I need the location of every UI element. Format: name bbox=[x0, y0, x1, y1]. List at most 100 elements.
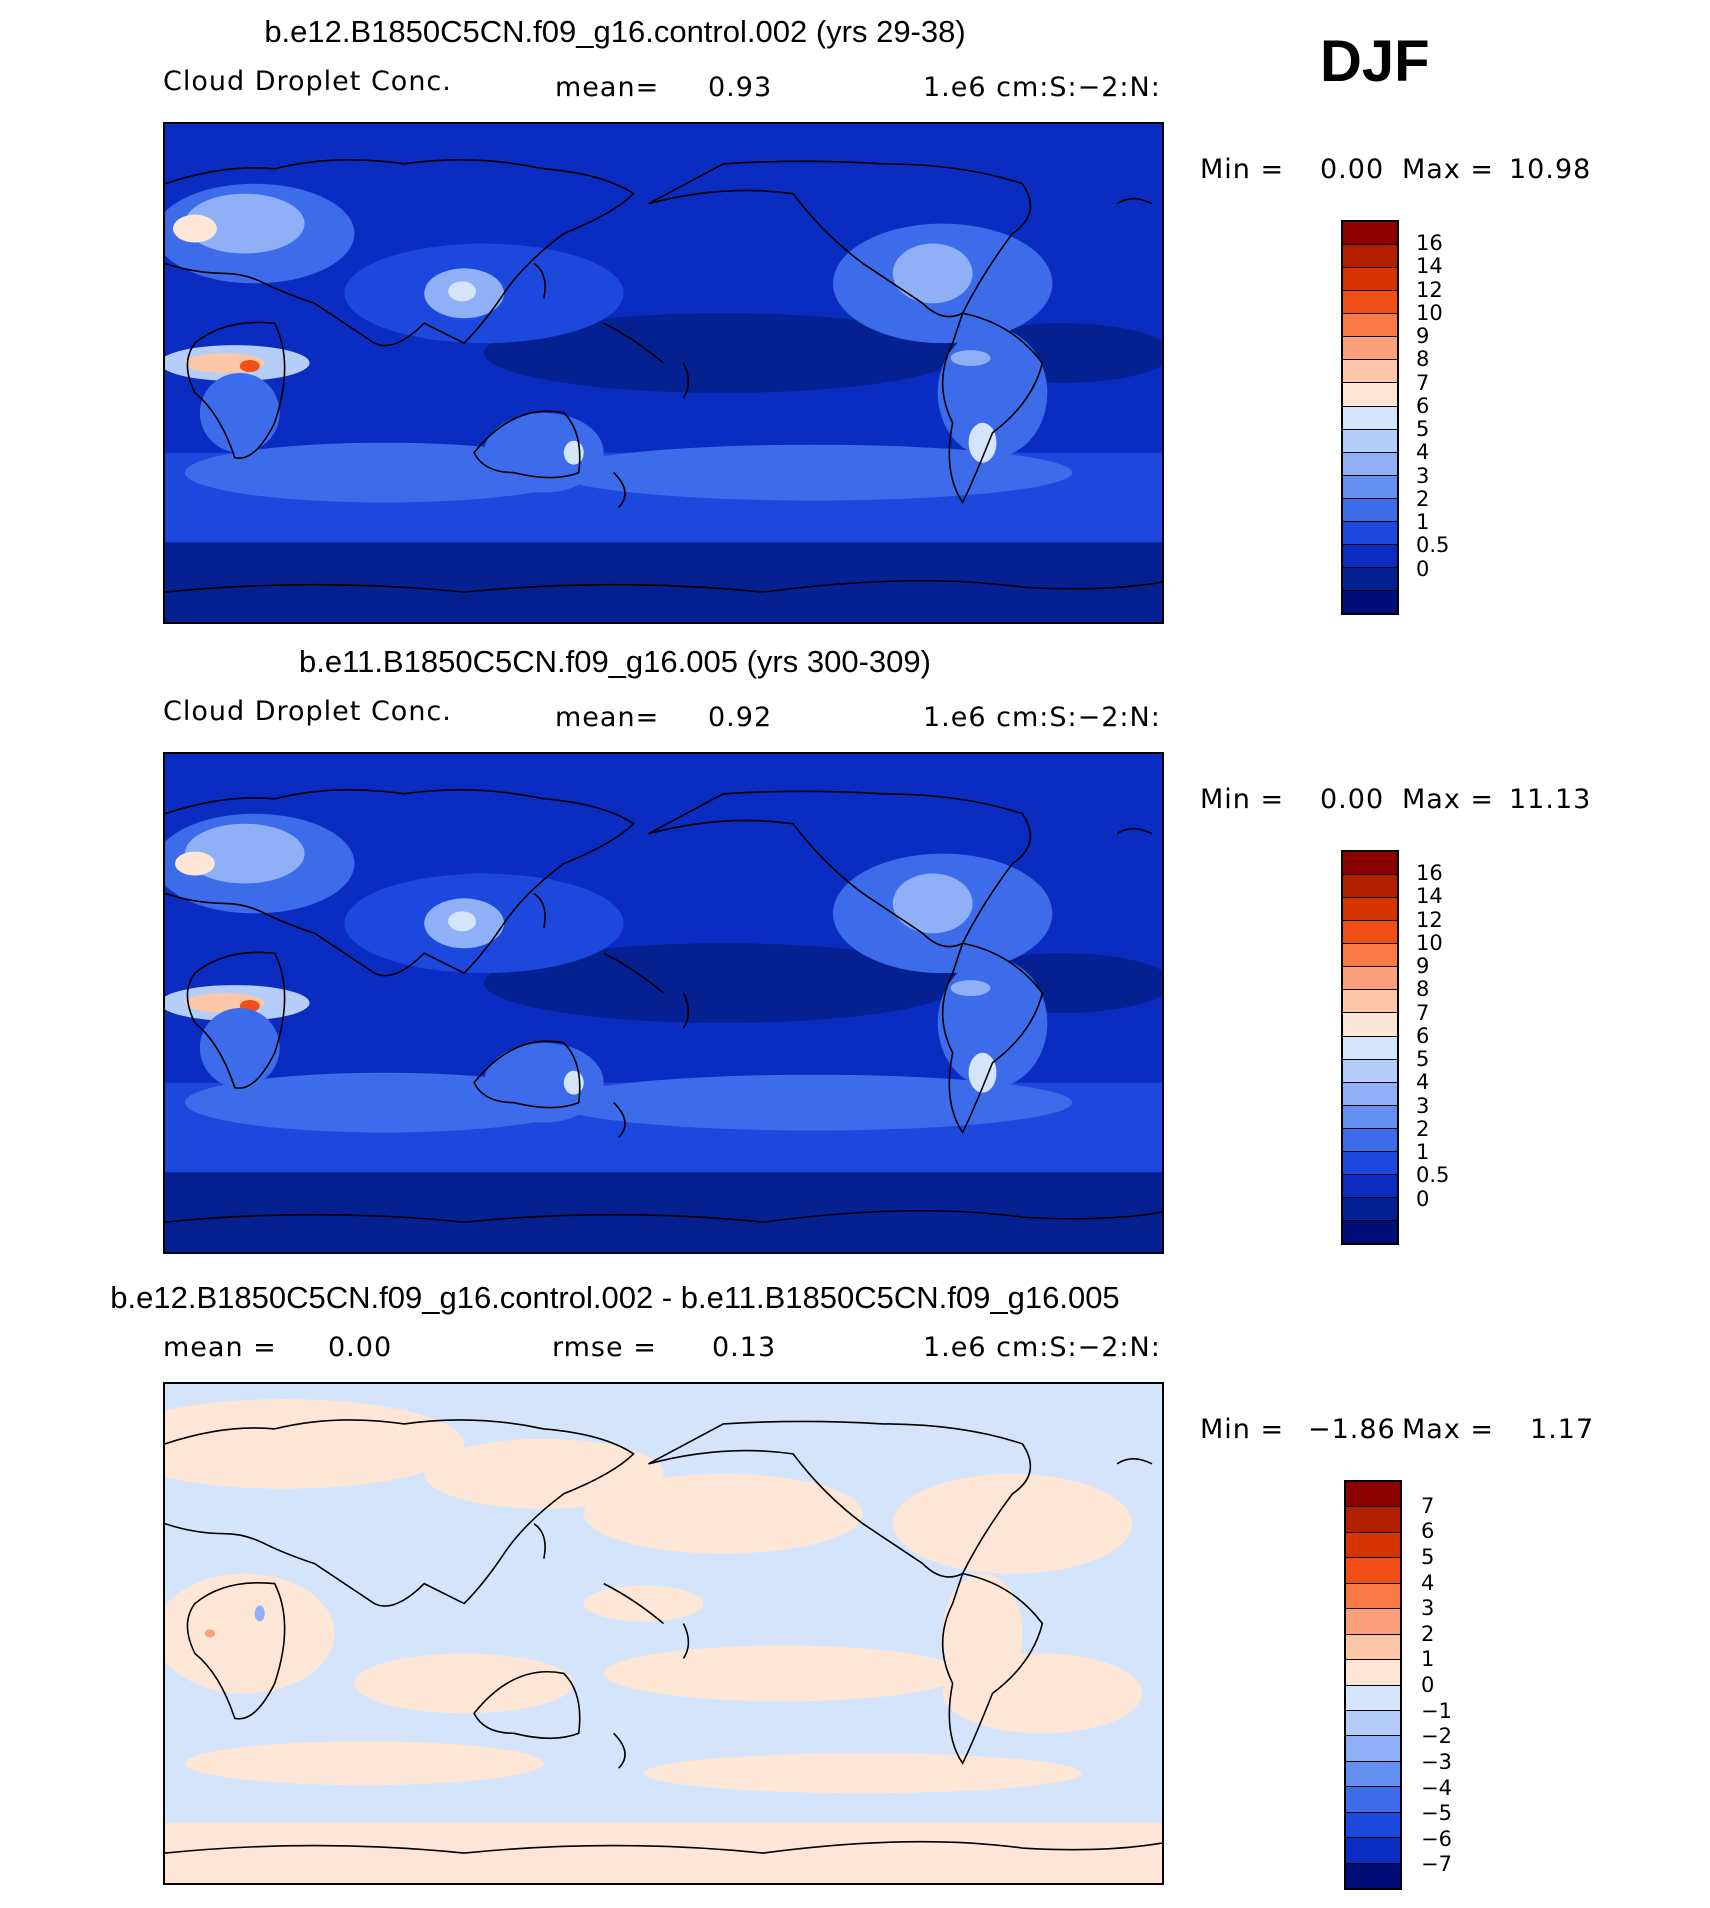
colorbar-swatch bbox=[1343, 1221, 1397, 1244]
panel-2-min-value: 0.00 bbox=[1320, 784, 1385, 815]
colorbar-swatch bbox=[1343, 567, 1397, 591]
colorbar-swatch bbox=[1343, 222, 1397, 246]
colorbar-swatch bbox=[1346, 1660, 1400, 1686]
colorbar-swatch bbox=[1346, 1761, 1400, 1788]
colorbar-label: 3 bbox=[1421, 1596, 1435, 1621]
colorbar-swatch bbox=[1346, 1583, 1400, 1610]
panel-2-units: 1.e6 cm:S:−2:N: bbox=[923, 702, 1161, 733]
colorbar-swatch bbox=[1343, 429, 1397, 453]
panel-3-mean-value: 0.00 bbox=[328, 1332, 393, 1363]
panel-3-units: 1.e6 cm:S:−2:N: bbox=[923, 1332, 1161, 1363]
colorbar-label: 7 bbox=[1416, 370, 1430, 395]
panel-3-mean-label: mean = bbox=[163, 1332, 277, 1363]
colorbar-label: −7 bbox=[1421, 1852, 1452, 1877]
colorbar-label: 8 bbox=[1416, 347, 1430, 372]
panel-2-map bbox=[163, 752, 1164, 1254]
colorbar-label: −2 bbox=[1421, 1724, 1452, 1749]
panel-1-min-value: 0.00 bbox=[1320, 154, 1385, 185]
colorbar-swatch bbox=[1343, 898, 1397, 922]
colorbar-label: 2 bbox=[1421, 1621, 1435, 1646]
panel-2-max-label: Max = bbox=[1402, 784, 1495, 815]
panel-1-colorbar bbox=[1341, 220, 1399, 615]
colorbar-swatch bbox=[1343, 314, 1397, 338]
colorbar-swatch bbox=[1343, 475, 1397, 499]
colorbar-swatch bbox=[1346, 1634, 1400, 1661]
panel-2-colorbar bbox=[1341, 850, 1399, 1245]
colorbar-swatch bbox=[1343, 875, 1397, 899]
panel-2-variable: Cloud Droplet Conc. bbox=[163, 696, 452, 727]
colorbar-swatch bbox=[1343, 1059, 1397, 1083]
colorbar-swatch bbox=[1343, 1151, 1397, 1175]
panel-2-min-label: Min = bbox=[1200, 784, 1285, 815]
panel-3-rmse-label: rmse = bbox=[552, 1332, 657, 1363]
colorbar-swatch bbox=[1346, 1787, 1400, 1813]
panel-1-map bbox=[163, 122, 1164, 624]
colorbar-label: 14 bbox=[1416, 884, 1443, 909]
colorbar-label: 7 bbox=[1416, 1000, 1430, 1025]
colorbar-swatch bbox=[1343, 521, 1397, 545]
colorbar-swatch bbox=[1343, 544, 1397, 568]
colorbar-label: −1 bbox=[1421, 1698, 1452, 1723]
colorbar-swatch bbox=[1343, 268, 1397, 292]
panel-3-map bbox=[163, 1382, 1164, 1885]
colorbar-label: 16 bbox=[1416, 231, 1443, 256]
panel-3-title: b.e12.B1850C5CN.f09_g16.control.002 - b.… bbox=[110, 1280, 1120, 1315]
colorbar-label: 0.5 bbox=[1416, 1163, 1450, 1188]
panel-3-max-label: Max = bbox=[1402, 1414, 1495, 1445]
colorbar-label: 7 bbox=[1421, 1493, 1435, 1518]
colorbar-label: 6 bbox=[1416, 393, 1430, 418]
panel-2-field bbox=[165, 754, 1162, 1252]
panel-2-mean-value: 0.92 bbox=[708, 702, 773, 733]
colorbar-swatch bbox=[1346, 1736, 1400, 1762]
colorbar-swatch bbox=[1343, 944, 1397, 968]
colorbar-label: 5 bbox=[1416, 417, 1430, 442]
panel-3-max-value: 1.17 bbox=[1530, 1414, 1595, 1445]
colorbar-swatch bbox=[1346, 1482, 1400, 1508]
colorbar-label: 8 bbox=[1416, 977, 1430, 1002]
colorbar-label: 0 bbox=[1421, 1673, 1435, 1697]
panel-1-title: b.e12.B1850C5CN.f09_g16.control.002 (yrs… bbox=[264, 14, 966, 49]
panel-3-min-value: −1.86 bbox=[1308, 1414, 1396, 1445]
colorbar-label: 5 bbox=[1416, 1047, 1430, 1072]
panel-2-title: b.e11.B1850C5CN.f09_g16.005 (yrs 300-309… bbox=[299, 644, 931, 679]
panel-1-mean-value: 0.93 bbox=[708, 72, 773, 103]
panel-1-variable: Cloud Droplet Conc. bbox=[163, 66, 452, 97]
colorbar-swatch bbox=[1346, 1532, 1400, 1559]
colorbar-swatch bbox=[1343, 591, 1397, 614]
colorbar-swatch bbox=[1343, 990, 1397, 1014]
colorbar-swatch bbox=[1343, 337, 1397, 361]
panel-1-max-label: Max = bbox=[1402, 154, 1495, 185]
colorbar-swatch bbox=[1343, 383, 1397, 407]
season-label: DJF bbox=[1320, 29, 1430, 94]
colorbar-swatch bbox=[1343, 406, 1397, 430]
colorbar-label: −5 bbox=[1421, 1801, 1452, 1826]
colorbar-label: 12 bbox=[1416, 277, 1443, 302]
colorbar-swatch bbox=[1346, 1558, 1400, 1584]
colorbar-label: 2 bbox=[1416, 486, 1430, 511]
colorbar-swatch bbox=[1343, 452, 1397, 476]
colorbar-label: 0 bbox=[1416, 556, 1430, 581]
colorbar-label: −6 bbox=[1421, 1826, 1452, 1851]
colorbar-swatch bbox=[1343, 1013, 1397, 1037]
colorbar-label: 16 bbox=[1416, 861, 1443, 886]
panel-1-mean-label: mean= bbox=[555, 72, 660, 103]
colorbar-label: −4 bbox=[1421, 1775, 1452, 1800]
colorbar-label: 10 bbox=[1416, 300, 1443, 325]
colorbar-label: 0 bbox=[1416, 1186, 1430, 1211]
colorbar-label: 3 bbox=[1416, 463, 1430, 488]
colorbar-swatch bbox=[1343, 360, 1397, 384]
colorbar-label: 10 bbox=[1416, 930, 1443, 955]
colorbar-swatch bbox=[1343, 967, 1397, 991]
colorbar-swatch bbox=[1346, 1863, 1400, 1888]
colorbar-label: 1 bbox=[1416, 510, 1430, 535]
colorbar-swatch bbox=[1343, 1082, 1397, 1106]
colorbar-swatch bbox=[1343, 1128, 1397, 1152]
colorbar-swatch bbox=[1346, 1812, 1400, 1839]
colorbar-label: 9 bbox=[1416, 324, 1430, 349]
colorbar-swatch bbox=[1346, 1838, 1400, 1864]
colorbar-swatch bbox=[1343, 1105, 1397, 1129]
colorbar-swatch bbox=[1343, 291, 1397, 315]
panel-1-field bbox=[165, 124, 1162, 622]
panel-1-min-label: Min = bbox=[1200, 154, 1285, 185]
colorbar-label: 4 bbox=[1421, 1570, 1435, 1595]
